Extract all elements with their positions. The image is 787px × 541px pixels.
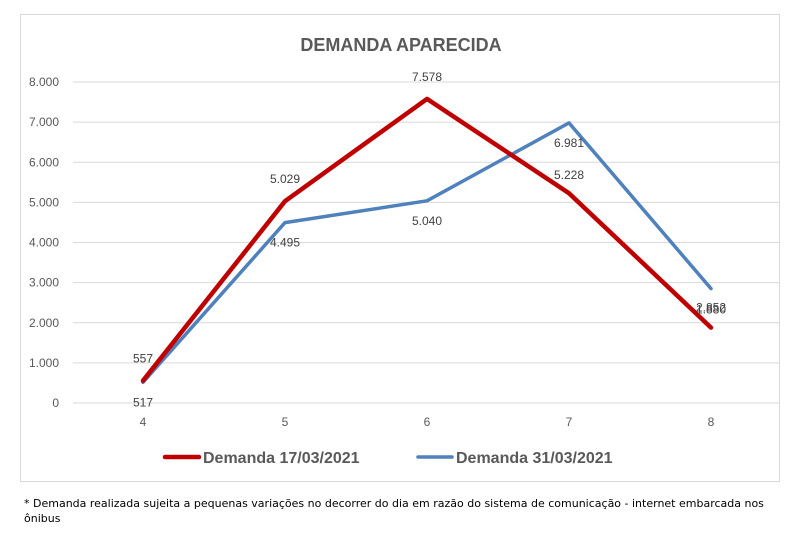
y-tick-label: 3.000 (29, 276, 59, 290)
data-label: 1.880 (696, 303, 726, 317)
data-labels: 557 5.029 7.578 5.228 1.880 517 4.495 5.040 6.98… (133, 70, 726, 409)
y-tick-label: 5.000 (29, 195, 59, 209)
series-line-demanda-31-03-2021 (141, 121, 713, 385)
series-line-demanda-17-03-2021 (140, 96, 714, 383)
x-tick-label: 8 (708, 415, 715, 429)
data-label: 5.228 (554, 168, 584, 182)
line-chart: DEMANDA APARECIDA 0 1.000 2.000 3.000 4.000 5… (29, 35, 779, 467)
data-label: 2.852 (696, 301, 726, 315)
data-label: 5.029 (270, 172, 300, 186)
x-tick-label: 6 (424, 415, 431, 429)
y-tick-label: 7.000 (29, 115, 59, 129)
legend-entry: Demanda 17/03/2021 (203, 450, 360, 467)
y-tick-label: 2.000 (29, 316, 59, 330)
series-lines (140, 96, 714, 385)
x-tick-label: 5 (282, 415, 289, 429)
x-tick-label: 4 (140, 415, 147, 429)
x-axis-ticks: 4 5 6 7 8 (140, 415, 715, 429)
x-tick-label: 7 (566, 415, 573, 429)
footnote: * Demanda realizada sujeita a pequenas v… (24, 497, 764, 525)
y-axis-ticks: 0 1.000 2.000 3.000 4.000 5.000 6.000 7.000 8.00… (29, 75, 59, 410)
legend: Demanda 17/03/2021 Demanda 31/03/2021 (162, 450, 613, 467)
data-label: 5.040 (412, 214, 442, 228)
data-label: 6.981 (554, 136, 584, 150)
data-label: 7.578 (412, 70, 442, 84)
y-tick-label: 1.000 (29, 356, 59, 370)
data-label: 517 (133, 395, 153, 409)
y-tick-label: 8.000 (29, 75, 59, 89)
legend-entry: Demanda 31/03/2021 (456, 450, 613, 467)
chart-title: DEMANDA APARECIDA (300, 35, 501, 55)
data-label: 4.495 (270, 236, 300, 250)
chart-area: DEMANDA APARECIDA 0 1.000 2.000 3.000 4.000 5… (20, 14, 780, 482)
y-tick-label: 0 (52, 396, 59, 410)
y-tick-label: 6.000 (29, 155, 59, 169)
y-tick-label: 4.000 (29, 236, 59, 250)
data-label: 557 (133, 352, 153, 366)
